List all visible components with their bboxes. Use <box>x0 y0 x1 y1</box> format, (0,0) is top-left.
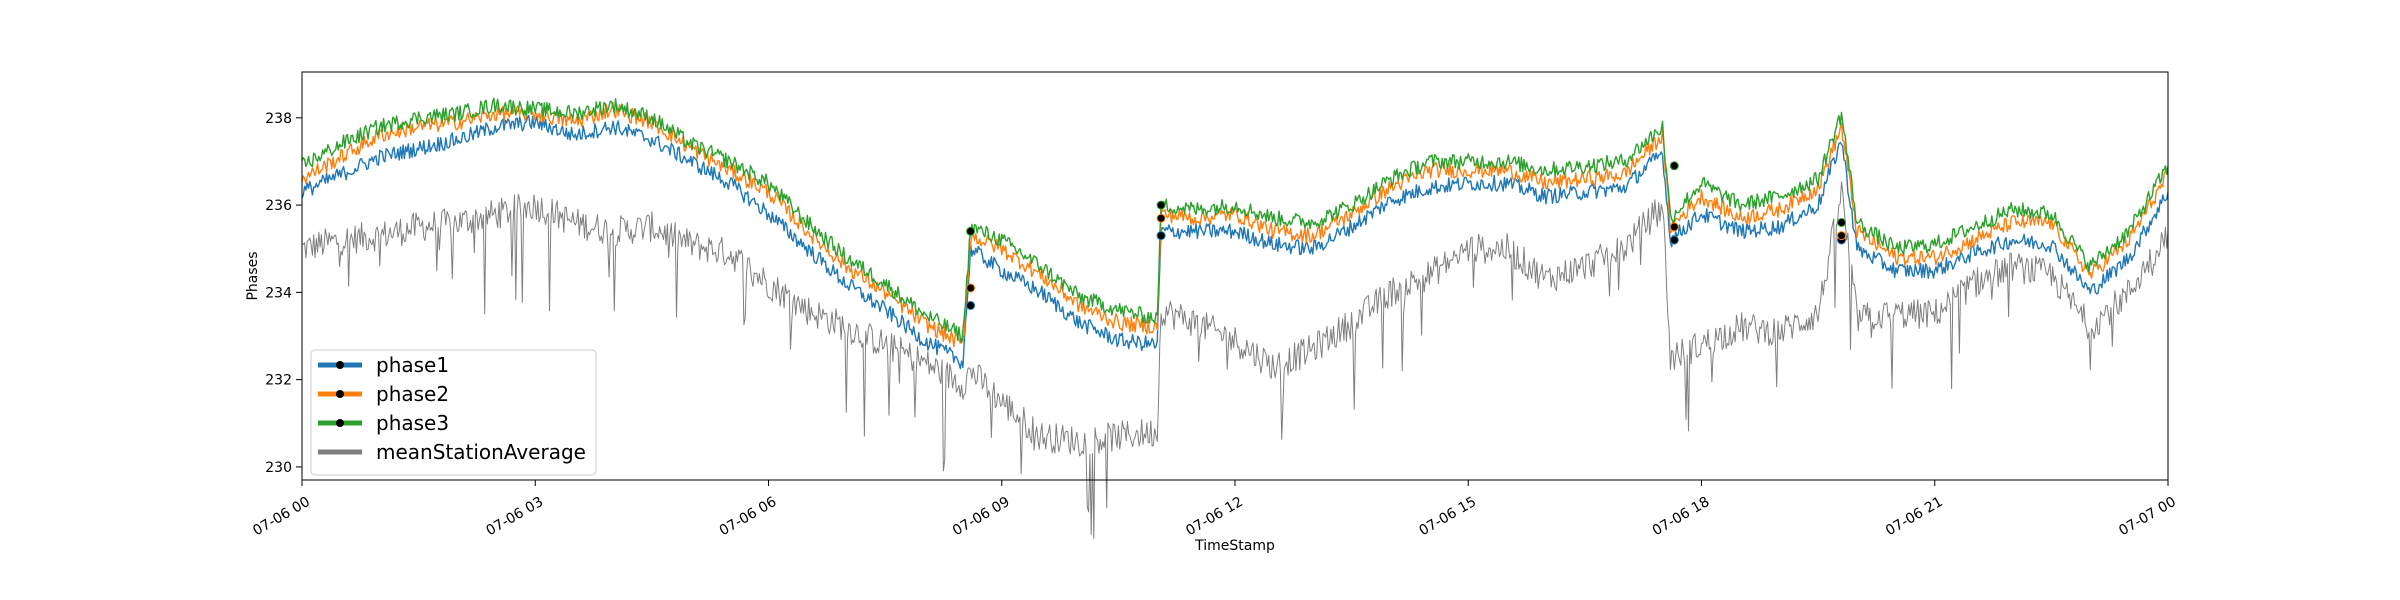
y-axis-ticks: 230 232 234 236 238 <box>265 111 302 476</box>
data-point-phase2 <box>1837 231 1846 241</box>
y-axis-title: Phases <box>245 251 261 300</box>
x-tick-label: 07-06 21 <box>1883 494 1946 539</box>
marker-layer <box>966 161 1846 310</box>
y-tick-label: 236 <box>265 198 292 214</box>
legend-entry-phase2: phase2 <box>318 382 449 406</box>
legend-label-meanstationaverage: meanStationAverage <box>376 440 586 464</box>
y-tick-label: 234 <box>265 285 292 301</box>
x-tick-label: 07-06 03 <box>484 494 547 539</box>
data-point-phase2 <box>1669 222 1679 232</box>
series-line-phase3 <box>301 97 2169 344</box>
legend-label-phase3: phase3 <box>376 411 449 435</box>
series-layer <box>301 97 2169 539</box>
x-tick-label: 07-06 15 <box>1417 494 1480 539</box>
x-axis-title: TimeStamp <box>1194 538 1275 554</box>
series-line-meanstationaverage <box>301 181 2169 539</box>
data-point-phase3 <box>1837 218 1846 227</box>
data-point-phase1 <box>1156 231 1166 241</box>
legend-entry-phase3: phase3 <box>318 411 449 435</box>
x-tick-label: 07-07 00 <box>2116 494 2179 539</box>
legend-marker-phase1 <box>336 361 344 369</box>
legend-marker-phase3 <box>336 419 344 427</box>
data-point-phase1 <box>966 301 976 310</box>
data-point-phase2 <box>966 283 976 293</box>
legend: phase1 phase2 phase3 meanStationAverage <box>310 349 597 476</box>
data-point-phase2 <box>1156 213 1166 223</box>
legend-box <box>310 349 597 476</box>
y-tick-label: 232 <box>265 373 292 389</box>
legend-label-phase1: phase1 <box>376 353 449 377</box>
plot-background <box>302 72 2168 480</box>
y-tick-label: 230 <box>265 460 292 476</box>
x-axis-ticks: 07-06 00 07-06 03 07-06 06 07-06 09 07-06 12… <box>250 480 2179 539</box>
data-point-phase3 <box>966 226 976 236</box>
data-point-phase3 <box>1669 161 1679 171</box>
x-tick-label: 07-06 09 <box>950 494 1013 539</box>
legend-entry-meanstationaverage: meanStationAverage <box>318 440 586 464</box>
x-tick-label: 07-06 06 <box>717 494 780 539</box>
x-tick-label: 07-06 12 <box>1183 494 1246 539</box>
x-tick-label: 07-06 18 <box>1650 494 1713 539</box>
data-point-phase3 <box>1156 200 1166 210</box>
data-point-phase1 <box>1669 235 1679 245</box>
legend-entry-phase1: phase1 <box>318 353 449 377</box>
legend-label-phase2: phase2 <box>376 382 449 406</box>
legend-marker-phase2 <box>336 390 344 398</box>
x-tick-label: 07-06 00 <box>250 494 313 539</box>
series-line-phase1 <box>301 114 2169 370</box>
y-tick-label: 238 <box>265 111 292 127</box>
